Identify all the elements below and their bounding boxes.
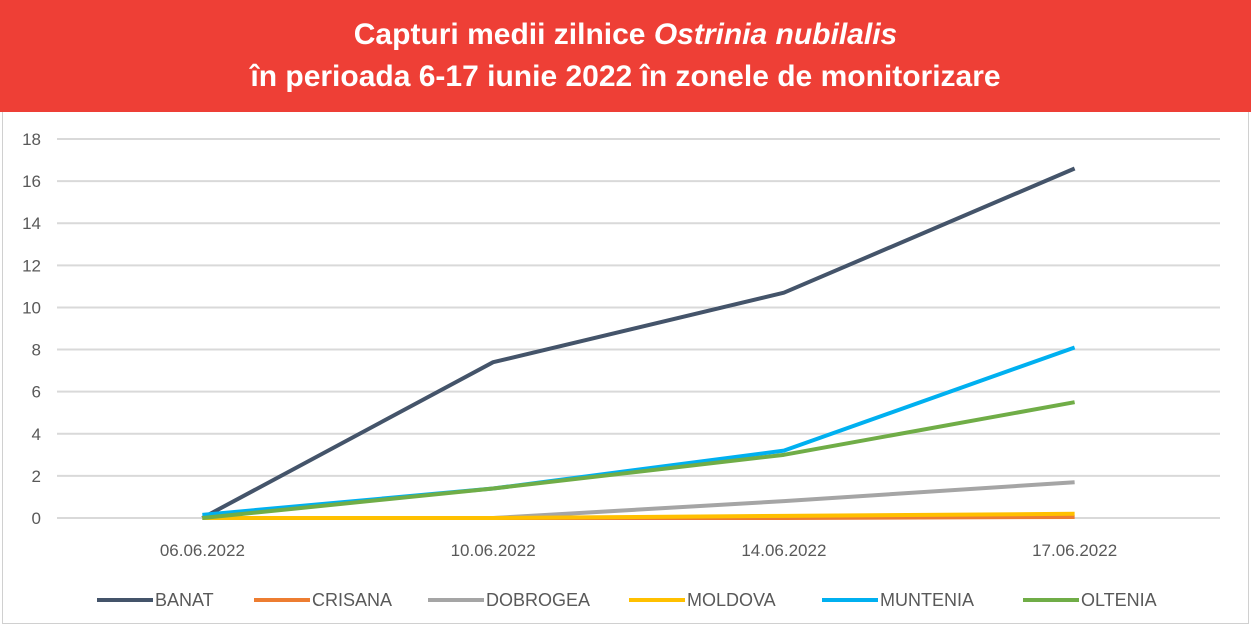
- chart-title: Capturi medii zilnice Ostrinia nubilalis…: [0, 0, 1251, 112]
- legend-label-moldova: MOLDOVA: [687, 590, 776, 610]
- y-tick-label: 6: [32, 383, 41, 402]
- y-tick-label: 18: [22, 130, 41, 149]
- legend-label-oltenia: OLTENIA: [1081, 590, 1157, 610]
- series-line-moldova: [202, 511, 1075, 520]
- legend-label-banat: BANAT: [155, 590, 214, 610]
- series-line-banat: [201, 166, 1076, 520]
- legend-label-crisana: CRISANA: [312, 590, 392, 610]
- y-tick-label: 14: [22, 214, 41, 233]
- y-tick-label: 8: [32, 341, 41, 360]
- y-tick-label: 12: [22, 256, 41, 275]
- x-tick-label: 14.06.2022: [741, 541, 826, 560]
- y-tick-label: 4: [32, 425, 41, 444]
- x-tick-label: 06.06.2022: [160, 541, 245, 560]
- title-line1: Capturi medii zilnice: [353, 18, 654, 51]
- title-line2: în perioada 6-17 iunie 2022 în zonele de…: [250, 60, 1001, 93]
- legend-label-dobrogea: DOBROGEA: [486, 590, 590, 610]
- legend-label-muntenia: MUNTENIA: [880, 590, 974, 610]
- x-tick-label: 17.06.2022: [1032, 541, 1117, 560]
- y-tick-label: 10: [22, 298, 41, 317]
- chart-frame: [2, 112, 1249, 624]
- series-line-oltenia: [202, 400, 1075, 520]
- x-tick-label: 10.06.2022: [451, 541, 536, 560]
- title-species: Ostrinia nubilalis: [653, 18, 898, 51]
- series-line-dobrogea: [202, 480, 1075, 520]
- y-tick-label: 0: [32, 509, 41, 528]
- y-tick-label: 16: [22, 172, 41, 191]
- y-tick-label: 2: [32, 467, 41, 486]
